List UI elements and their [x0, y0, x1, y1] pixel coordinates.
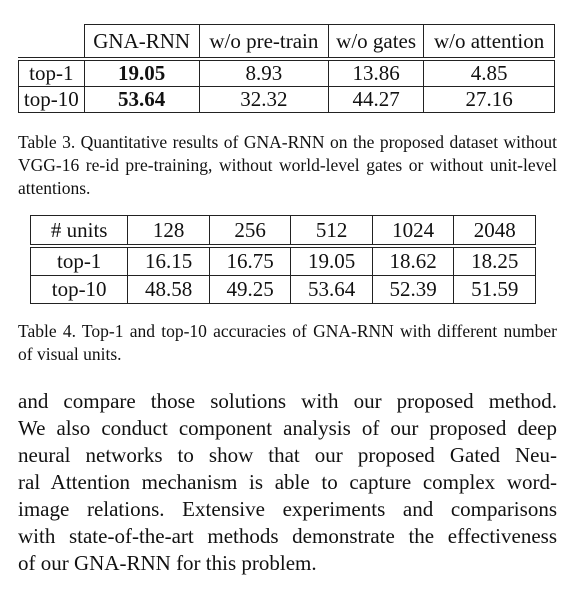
cell: 53.64 [290, 275, 373, 304]
cell: top-1 [18, 58, 85, 87]
header-cell: 1024 [371, 215, 455, 248]
table-4: # units 128 256 512 1024 2048 top-1 16.15 16.75 1… [29, 215, 536, 304]
cell: 16.75 [208, 245, 292, 276]
table-3: GNA-RNN w/o pre-train w/o gates w/o attenti… [18, 24, 555, 113]
data-row: top-10 48.58 49.25 53.64 52.39 51.59 [29, 275, 536, 304]
cell: 53.64 [83, 86, 200, 113]
table-3-caption: Table 3. Quantitative results of GNA-RNN… [18, 132, 557, 198]
header-cell: w/o pre-train [198, 24, 330, 61]
cell: 13.86 [328, 58, 425, 87]
header-cell: w/o gates [328, 24, 425, 61]
text-line: image relations. Extensive experiments a… [18, 497, 557, 521]
cell: 48.58 [127, 275, 210, 304]
header-cell: 2048 [453, 215, 536, 248]
cell: 18.62 [371, 245, 455, 276]
header-cell: 512 [290, 215, 373, 248]
cell: top-10 [29, 275, 129, 304]
header-cell: 256 [208, 215, 292, 248]
text-line: with state-of-the-art methods demonstrat… [18, 524, 557, 548]
cell: top-10 [18, 86, 85, 113]
header-cell: GNA-RNN [83, 24, 200, 61]
text-line: and compare those solutions with our pro… [18, 389, 557, 413]
table-4-caption: Table 4. Top-1 and top-10 accuracies of … [18, 321, 557, 364]
cell: 4.85 [423, 58, 555, 87]
cell: 16.15 [127, 245, 210, 276]
text-line: We also conduct component analysis of ou… [18, 416, 557, 440]
text-line: of our GNA-RNN for this problem. [18, 551, 317, 575]
cell: 19.05 [83, 58, 200, 87]
cell: 19.05 [290, 245, 373, 276]
header-cell: 128 [127, 215, 210, 248]
cell: 8.93 [198, 58, 330, 87]
header-cell: # units [29, 215, 129, 248]
header-row: GNA-RNN w/o pre-train w/o gates w/o attenti… [18, 24, 555, 61]
data-row: top-1 16.15 16.75 19.05 18.62 18.25 [29, 245, 536, 276]
cell: 51.59 [453, 275, 536, 304]
header-row: # units 128 256 512 1024 2048 [29, 215, 536, 248]
cell: 52.39 [371, 275, 455, 304]
header-cell: w/o attention [423, 24, 555, 61]
data-row: top-10 53.64 32.32 44.27 27.16 [18, 86, 555, 113]
cell: 49.25 [208, 275, 292, 304]
data-row: top-1 19.05 8.93 13.86 4.85 [18, 58, 555, 87]
paragraph: and compare those solutions with our pro… [18, 388, 557, 577]
text-line: neural networks to show that our propose… [18, 443, 557, 467]
cell: 32.32 [198, 86, 330, 113]
text-line: ral Attention mechanism is able to captu… [18, 470, 557, 494]
cell: 18.25 [453, 245, 536, 276]
cell: top-1 [29, 245, 129, 276]
empty-cell [18, 24, 85, 61]
cell: 44.27 [328, 86, 425, 113]
cell: 27.16 [423, 86, 555, 113]
